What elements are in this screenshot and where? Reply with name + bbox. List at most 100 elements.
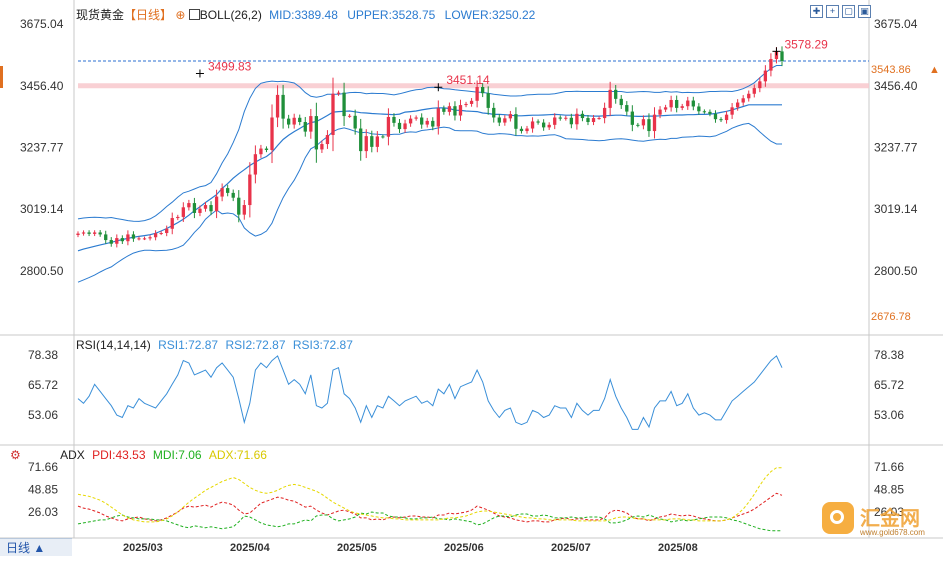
- candle-body: [131, 234, 136, 239]
- candle-body: [231, 192, 235, 198]
- candle-body: [270, 117, 274, 150]
- candle-body: [214, 196, 219, 212]
- candle-body: [142, 238, 147, 240]
- candle-body: [98, 232, 102, 235]
- current-price-tag: 3543.86: [871, 64, 911, 76]
- rsi3-label: RSI3:72.87: [292, 338, 353, 352]
- candle-body: [253, 154, 258, 175]
- candle-body: [370, 136, 374, 147]
- candle-body: [264, 148, 269, 150]
- candle-body: [298, 117, 302, 123]
- candle-body: [530, 121, 535, 129]
- candle-body: [641, 119, 646, 126]
- candle-body: [148, 237, 152, 239]
- candle-body: [508, 114, 513, 119]
- adx-name: ADX: [60, 448, 85, 462]
- date-tick-label: 2025/08: [658, 542, 698, 554]
- boll-icon: [188, 9, 200, 20]
- candle-body: [724, 114, 729, 121]
- adx-tick-label-right: 71.66: [874, 460, 904, 474]
- candle-body: [320, 144, 324, 150]
- candle-body: [275, 94, 280, 118]
- date-tick-label: 2025/05: [337, 542, 377, 554]
- candle-body: [436, 108, 440, 127]
- candle-body: [647, 119, 651, 132]
- settings-icon[interactable]: ▣: [858, 5, 871, 18]
- adx-settings-icon[interactable]: ⚙: [10, 448, 21, 462]
- zoom-in-icon[interactable]: +: [826, 5, 839, 18]
- price-tick-label-right: 3237.77: [874, 141, 918, 155]
- watermark-text: 汇金网: [860, 508, 920, 530]
- adx-tick-label-left: 26.03: [28, 505, 58, 519]
- candle-body: [359, 128, 363, 152]
- rsi2-label: RSI2:72.87: [225, 338, 286, 352]
- candle-body: [741, 98, 745, 103]
- price-tick-label-left: 3456.40: [20, 79, 64, 93]
- candle-body: [192, 203, 197, 213]
- candle-body: [87, 232, 91, 234]
- candle-body: [625, 105, 629, 112]
- watermark-logo: 汇金网 www.gold678.com: [822, 498, 940, 544]
- candle-body: [126, 234, 130, 242]
- watermark-icon: [822, 502, 854, 534]
- rsi-tick-label-right: 65.72: [874, 378, 904, 392]
- adx-tick-label-left: 71.66: [28, 460, 58, 474]
- candle-body: [564, 117, 568, 119]
- candle-body: [492, 107, 496, 118]
- price-tick-label-right: 3019.14: [874, 202, 918, 216]
- candle-body: [713, 113, 718, 120]
- candle-body: [475, 86, 479, 101]
- candle-body: [747, 93, 751, 99]
- extreme-price-label: 3451.14: [446, 73, 490, 87]
- crosshair-icon[interactable]: ✚: [810, 5, 823, 18]
- adx-tick-label-right: 48.85: [874, 482, 904, 496]
- candle-body: [630, 111, 634, 125]
- rsi1-label: RSI1:72.87: [158, 338, 219, 352]
- candle-body: [553, 117, 557, 125]
- candle-body: [336, 92, 341, 94]
- candle-body: [497, 117, 501, 123]
- adx-tick-label-right: 26.03: [874, 505, 904, 519]
- period-label[interactable]: 【日线】: [124, 8, 173, 22]
- candle-body: [76, 233, 80, 235]
- candle-body: [259, 148, 263, 155]
- date-tick-label: 2025/04: [230, 542, 271, 554]
- candle-body: [602, 107, 607, 119]
- candle-body: [104, 234, 108, 241]
- candle-body: [675, 99, 679, 108]
- boll-upper-line: [77, 65, 782, 222]
- candle-body: [331, 93, 335, 136]
- candle-body: [198, 208, 202, 213]
- candle-body: [503, 118, 507, 123]
- boll-label: BOLL(26,2): [199, 8, 262, 22]
- candle-body: [453, 106, 457, 116]
- candle-body: [608, 89, 612, 108]
- zoom-out-icon[interactable]: ▢: [842, 5, 855, 18]
- rsi-line: [77, 355, 783, 430]
- candle-body: [187, 203, 191, 208]
- adx-label: ADX:71.66: [208, 448, 267, 462]
- low-price-tag: 2676.78: [871, 311, 911, 323]
- candle-body: [536, 121, 540, 123]
- candle-body: [375, 136, 379, 147]
- candle-body: [481, 86, 485, 94]
- date-tick-label: 2025/03: [123, 542, 163, 554]
- candle-body: [442, 108, 446, 112]
- candle-body: [525, 128, 529, 132]
- candle-body: [425, 120, 429, 125]
- candle-body: [652, 114, 657, 132]
- candle-body: [92, 232, 97, 234]
- candle-body: [165, 228, 169, 234]
- candle-body: [292, 117, 296, 125]
- price-tick-label-left: 3675.04: [20, 17, 64, 31]
- period-tab[interactable]: 日线 ▲: [0, 538, 72, 556]
- candle-body: [686, 100, 690, 107]
- boll-upper-label: UPPER:3528.75: [347, 8, 436, 22]
- settings-gear-icon[interactable]: ⊕: [175, 8, 186, 22]
- candle-body: [392, 116, 396, 123]
- main-header: 现货黄金【日线】 ⊕ BOLL(26,2) MID:3389.48 UPPER:…: [76, 6, 535, 23]
- rsi-tick-label-left: 65.72: [28, 378, 58, 392]
- candle-body: [708, 111, 712, 114]
- candle-body: [730, 107, 734, 115]
- boll-lower-label: LOWER:3250.22: [444, 8, 536, 22]
